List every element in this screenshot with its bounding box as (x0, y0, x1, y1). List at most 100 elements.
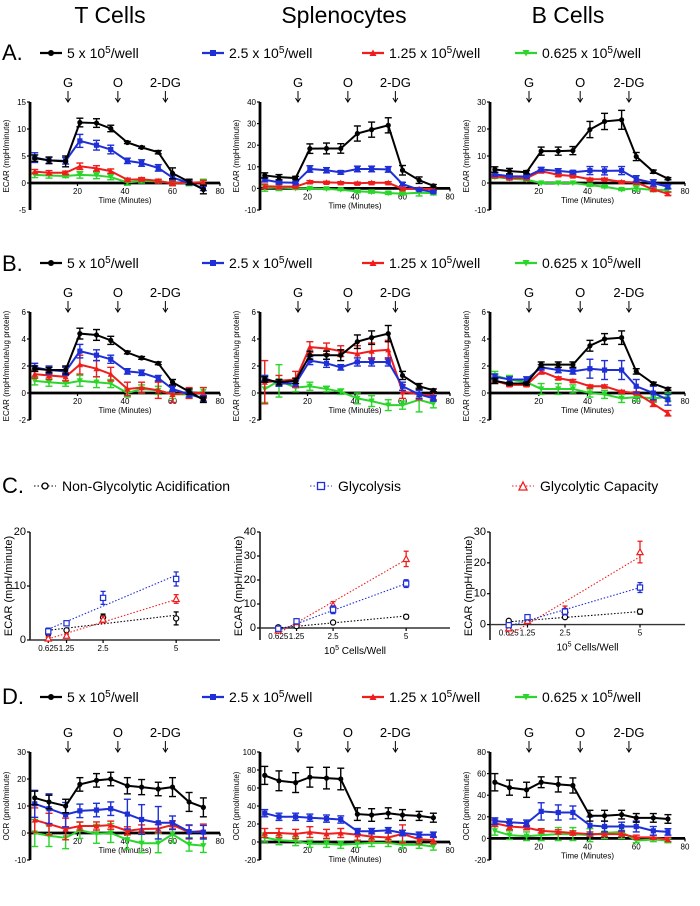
injection-label: 2-DG (380, 285, 411, 300)
data-point (107, 830, 114, 837)
x-tick-label: 40 (121, 187, 130, 196)
triangle-down-marker-icon (515, 50, 537, 57)
circle-marker-icon (40, 260, 62, 266)
y-axis-label: ECAR (mpH/minute) (3, 536, 15, 636)
y-axis-label: ECAR (mpH/minute/ug protein) (2, 310, 11, 421)
data-point (337, 389, 344, 395)
x-tick-label: 1.25 (520, 629, 536, 638)
data-point (200, 829, 206, 835)
data-point (77, 348, 83, 354)
data-point (522, 50, 530, 57)
triangle-up-marker-icon (362, 259, 384, 266)
injection-label: 2-DG (150, 75, 181, 90)
x-tick-label: 20 (303, 846, 312, 855)
data-point (354, 359, 360, 365)
data-point (354, 811, 360, 817)
data-point (587, 822, 593, 829)
data-point (323, 145, 330, 152)
data-point (306, 829, 313, 835)
data-point (323, 841, 330, 847)
data-point (665, 176, 671, 182)
legend-label: 1.25 x 105/well (389, 45, 481, 61)
arrow-head-icon (295, 747, 301, 753)
y-axis-label: OCR (pmol/minute) (2, 771, 11, 840)
legend-item: 2.5 x 105/well (202, 255, 312, 271)
data-point (492, 166, 498, 173)
x-tick-label: 0.625 (268, 632, 289, 641)
x-tick-label: 80 (216, 837, 225, 846)
data-point (636, 608, 644, 615)
circle-marker-icon (40, 694, 62, 700)
data-point (601, 830, 608, 837)
arrow-head-icon (344, 747, 351, 753)
series-line (494, 822, 669, 841)
data-point (293, 175, 299, 181)
y-tick-label: 100 (243, 748, 257, 757)
x-tick-label: 2.5 (98, 644, 110, 653)
data-point (619, 367, 625, 373)
x-tick-label: 5 (638, 629, 643, 638)
data-point (262, 376, 268, 383)
arrow-head-icon (114, 747, 121, 753)
y-tick-label: -2 (249, 416, 257, 425)
y-tick-label: 0 (482, 389, 487, 398)
injection-label: O (343, 725, 353, 740)
data-point (293, 378, 299, 384)
data-point (77, 119, 83, 126)
legend-item-glycolytic-capacity: Glycolytic Capacity (512, 478, 658, 494)
data-point (369, 335, 375, 341)
data-point (633, 834, 640, 840)
data-point (650, 815, 656, 821)
arrow-head-icon (162, 747, 169, 753)
data-point (307, 146, 313, 152)
data-point (555, 148, 561, 154)
data-point (155, 786, 161, 792)
x-tick-label: 40 (351, 397, 360, 406)
injection-label: G (63, 285, 73, 300)
arrow-head-icon (577, 97, 584, 103)
y-tick-label: -10 (244, 206, 256, 215)
data-point (276, 778, 282, 784)
arrow-head-icon (162, 97, 169, 103)
data-point (369, 49, 377, 56)
data-point (491, 828, 498, 834)
data-point (169, 391, 176, 397)
series-line (264, 812, 434, 836)
data-point (169, 784, 176, 790)
data-point (292, 838, 299, 845)
data-point (307, 815, 313, 821)
data-point (354, 166, 360, 172)
data-point (77, 781, 83, 787)
data-point (262, 172, 268, 179)
data-point (186, 799, 192, 805)
data-point (155, 840, 162, 847)
data-point (369, 812, 375, 818)
data-point (369, 259, 377, 266)
data-point (99, 594, 107, 602)
injection-label: G (293, 285, 303, 300)
data-point (124, 811, 130, 817)
y-tick-label: 10 (477, 152, 486, 161)
data-point (337, 187, 344, 193)
data-point (619, 823, 625, 830)
y-tick-label: -20 (244, 856, 256, 865)
data-point (385, 402, 392, 409)
data-point (385, 346, 392, 353)
x-tick-label: 20 (534, 842, 543, 851)
x-tick-label: 80 (446, 846, 455, 855)
chart-a-splenocytes-ecar: -10 0 10 20 30 40 20 40 60 80 Time (Minutes) ECAR (… (232, 75, 455, 215)
data-point (108, 356, 114, 362)
series-line (34, 829, 204, 847)
column-title-t-cells: T Cells (74, 2, 146, 28)
injection-label: G (293, 725, 303, 740)
data-point (538, 808, 544, 814)
legend-item-non-glycolytic: Non-Glycolytic Acidification (34, 478, 230, 494)
data-point (555, 828, 562, 835)
data-point (186, 389, 192, 395)
data-point (601, 184, 608, 190)
data-point (124, 827, 131, 834)
data-point (368, 398, 375, 405)
x-tick-label: 80 (446, 192, 455, 201)
data-point (93, 831, 100, 837)
series-line (494, 829, 669, 842)
